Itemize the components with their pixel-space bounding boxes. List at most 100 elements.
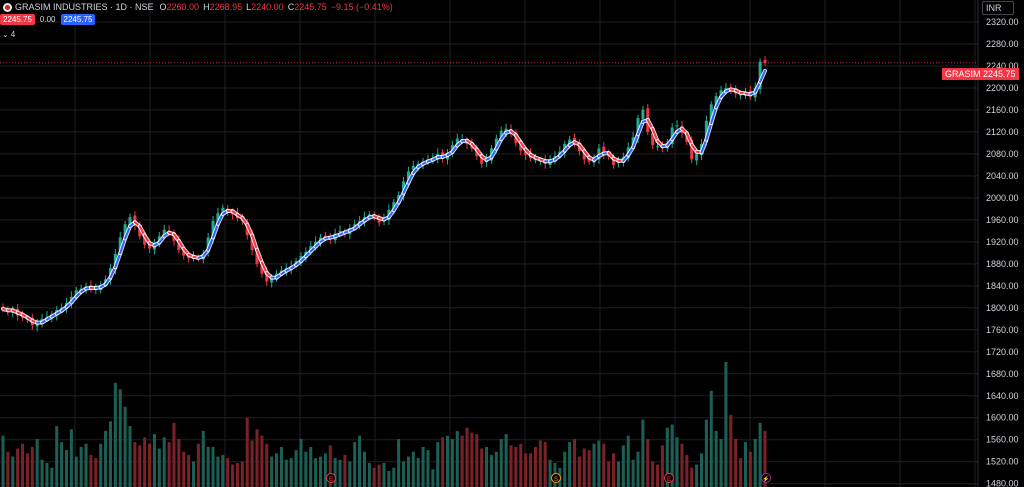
volume-bar	[460, 435, 464, 487]
volume-bar	[529, 453, 533, 487]
volume-bar	[753, 438, 757, 487]
volume-bar	[685, 454, 689, 487]
candle-body	[143, 237, 147, 245]
event-marker-label: E	[329, 477, 333, 483]
candle-body	[602, 146, 606, 154]
candle-body	[338, 230, 342, 232]
volume-bar	[318, 456, 323, 487]
candle-body	[455, 138, 459, 144]
candle-body	[123, 224, 127, 239]
candle-body	[367, 214, 371, 216]
indicator-count: 4	[10, 30, 16, 39]
volume-bar	[514, 446, 518, 487]
y-axis-tick-label: 2280.00	[986, 39, 1019, 49]
volume-bar	[221, 454, 225, 487]
candle-body	[524, 151, 528, 156]
y-axis-tick-label: 2000.00	[986, 193, 1019, 203]
candle-body	[568, 139, 572, 146]
candle-body	[45, 316, 49, 318]
ohlc-low-value: 2240.00	[251, 2, 284, 12]
candle-body	[709, 104, 713, 123]
volume-bar	[626, 435, 630, 487]
volume-bar	[143, 437, 147, 487]
candle-body	[587, 157, 591, 162]
y-axis-tick-label: 1760.00	[986, 325, 1019, 335]
ma-line-segment	[685, 132, 693, 146]
candle-body	[187, 256, 191, 259]
candle-body	[21, 316, 25, 318]
volume-bar	[64, 450, 69, 487]
event-marker-label: S	[554, 477, 558, 483]
volume-bar	[84, 443, 88, 487]
volume-bar	[377, 464, 381, 487]
symbol-title[interactable]: GRASIM INDUSTRIES · 1D · NSE	[15, 2, 154, 12]
volume-bar	[348, 461, 352, 487]
volume-bar	[343, 454, 347, 487]
volume-bar	[289, 458, 293, 487]
volume-bar	[690, 467, 694, 487]
candle-body	[763, 59, 767, 63]
buy-price-button[interactable]: 2245.75	[60, 14, 96, 25]
ma-line-segment	[212, 222, 219, 239]
volume-bar	[1, 435, 5, 487]
volume-bar	[196, 443, 200, 487]
candle-body	[377, 218, 381, 223]
volume-bar	[6, 451, 10, 487]
volume-bar	[226, 458, 230, 487]
ma-line-segment	[759, 69, 766, 83]
ohlc-readout: O2260.00 H2268.95 L2240.00 C2245.75 −9.1…	[160, 2, 393, 12]
volume-bar	[475, 434, 479, 487]
volume-bar	[748, 451, 752, 487]
volume-bar	[333, 458, 337, 487]
volume-bar	[612, 453, 616, 487]
candle-body	[651, 133, 655, 146]
y-axis-tick-label: 1520.00	[986, 457, 1019, 467]
candle-body	[533, 159, 537, 161]
volume-bar	[182, 451, 186, 487]
candle-body	[739, 94, 743, 96]
candle-body	[216, 213, 220, 223]
volume-bar	[587, 450, 591, 487]
y-axis-tick-label: 1640.00	[986, 391, 1019, 401]
volume-bar	[392, 467, 396, 487]
volume-bar	[568, 442, 572, 487]
volume-bar	[172, 422, 176, 487]
volume-bar	[40, 459, 44, 487]
ohlc-high-value: 2268.95	[209, 2, 243, 12]
volume-bar	[480, 448, 484, 487]
event-marker-icon	[664, 473, 674, 483]
volume-bar	[729, 414, 733, 487]
sell-price-button[interactable]: 2245.75	[0, 14, 35, 25]
volume-bar	[353, 442, 357, 487]
candle-body	[323, 235, 327, 237]
volume-bar	[543, 442, 547, 487]
candle-body	[162, 229, 166, 235]
chart-header: GRASIM INDUSTRIES · 1D · NSE O2260.00 H2…	[0, 0, 393, 14]
last-price-label: 2245.75	[980, 68, 1019, 80]
volume-bar	[99, 443, 103, 487]
volume-bar	[436, 442, 440, 487]
volume-bar	[636, 451, 640, 487]
candle-body	[704, 120, 708, 143]
candle-body	[636, 118, 640, 139]
volume-bar	[719, 438, 723, 487]
currency-selector[interactable]: INR	[982, 1, 1014, 15]
candle-body	[148, 242, 152, 249]
y-axis-tick-label: 1680.00	[986, 369, 1019, 379]
volume-bar	[167, 442, 171, 487]
volume-bar	[128, 426, 132, 487]
candle-body	[128, 217, 132, 226]
volume-bar	[338, 459, 342, 487]
volume-bar	[309, 446, 313, 487]
y-axis-tick-label: 2040.00	[986, 171, 1019, 181]
volume-bar	[621, 445, 625, 487]
volume-bar	[260, 435, 264, 487]
volume-bar	[646, 438, 650, 487]
indicators-toggle[interactable]: ⌄ 4	[2, 30, 15, 39]
bid-ask-panel: 2245.75 0.00 2245.75	[0, 14, 96, 25]
volume-bar	[45, 462, 49, 487]
volume-bar	[25, 453, 29, 487]
y-axis-tick-label: 1560.00	[986, 435, 1019, 445]
event-marker-icon	[326, 473, 336, 483]
